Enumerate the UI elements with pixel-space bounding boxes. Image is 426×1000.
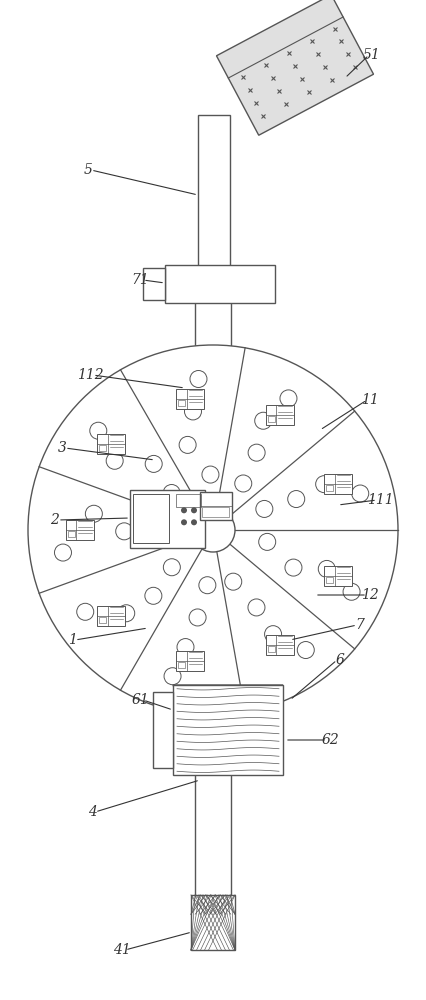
Polygon shape (173, 685, 282, 715)
Text: 111: 111 (366, 493, 392, 507)
Bar (173, 685, 282, 775)
Bar (267, 646, 274, 652)
Text: 2: 2 (50, 513, 59, 527)
Bar (195, 290, 230, 905)
Circle shape (190, 507, 196, 513)
Bar (323, 566, 351, 586)
Text: 5: 5 (83, 163, 92, 177)
Bar (153, 692, 173, 768)
Circle shape (181, 519, 187, 525)
Text: 7: 7 (355, 618, 363, 632)
Bar (130, 490, 204, 548)
Bar (265, 405, 293, 425)
Circle shape (190, 519, 196, 525)
Bar (178, 400, 184, 406)
Polygon shape (216, 0, 373, 135)
Circle shape (28, 345, 397, 715)
Circle shape (190, 508, 234, 552)
Bar (198, 115, 230, 270)
Text: 6: 6 (335, 653, 344, 667)
Bar (164, 265, 274, 303)
Circle shape (181, 507, 187, 513)
Text: 12: 12 (360, 588, 378, 602)
Bar (176, 494, 201, 507)
Bar (178, 662, 184, 668)
Text: 1: 1 (67, 633, 76, 647)
Bar (201, 507, 229, 517)
Bar (66, 520, 94, 540)
Bar (267, 416, 274, 422)
Text: 71: 71 (131, 273, 149, 287)
Text: 62: 62 (320, 733, 338, 747)
Bar (97, 434, 125, 454)
Bar (176, 651, 203, 671)
Text: 41: 41 (113, 943, 130, 957)
Bar (68, 531, 75, 537)
Text: 61: 61 (131, 693, 149, 707)
Text: 51: 51 (362, 48, 380, 62)
Text: 112: 112 (77, 368, 103, 382)
Bar (99, 617, 106, 623)
Bar (325, 577, 332, 583)
Bar (97, 606, 125, 626)
Bar (190, 895, 234, 950)
Bar (132, 494, 169, 543)
Text: 3: 3 (58, 441, 66, 455)
Bar (325, 485, 332, 491)
Text: 11: 11 (360, 393, 378, 407)
Bar (323, 474, 351, 494)
Bar (143, 268, 164, 300)
Bar (176, 389, 203, 409)
Bar (99, 445, 106, 451)
Bar (199, 492, 231, 520)
Bar (265, 635, 293, 655)
Text: 4: 4 (87, 805, 96, 819)
